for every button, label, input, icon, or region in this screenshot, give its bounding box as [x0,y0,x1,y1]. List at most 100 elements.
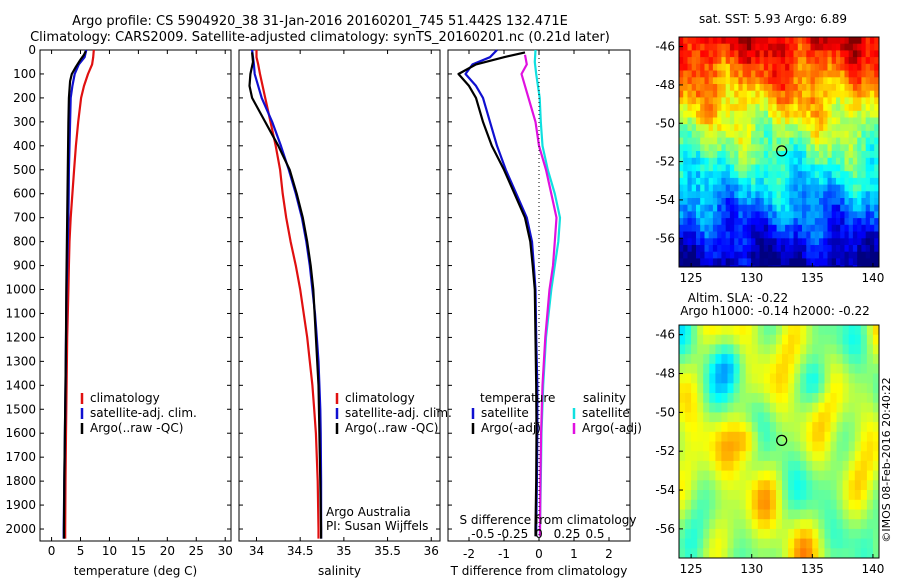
heatmap-cell [819,57,824,65]
heatmap-cell [836,97,841,105]
heatmap-cell [715,528,723,540]
heatmap-cell [806,363,813,375]
heatmap-cell [844,231,850,239]
heatmap-cell [869,63,875,72]
heatmap-cell [712,251,718,259]
heatmap-cell [797,151,803,159]
heatmap-cell [709,363,716,375]
heatmap-cell [840,70,845,78]
heatmap-cell [840,151,845,159]
heatmap-cell [683,130,688,139]
heatmap-cell [797,164,803,172]
heatmap-cell [734,110,739,119]
heatmap-cell [806,422,813,433]
heatmap-cell [703,509,710,520]
panel-temperature-xtick-label: 25 [189,544,204,558]
heatmap-cell [776,265,782,267]
heatmap-cell [823,50,828,58]
depth-tick-label: 1300 [5,354,36,368]
heatmap-cell [800,354,807,365]
heatmap-cell [776,258,782,266]
heatmap-cell [708,157,714,166]
heatmap-cell [785,198,790,206]
heatmap-cell [768,151,773,159]
heatmap-cell [739,519,747,530]
heatmap-cell [733,451,741,462]
heatmap-cell [687,144,693,152]
heatmap-cell [865,57,871,65]
heatmap-cell [848,441,856,452]
heatmap-cell [691,184,697,192]
heatmap-cell [780,130,786,139]
heatmap-cell [836,412,844,423]
heatmap-cell [814,97,820,105]
heatmap-cell [700,37,705,45]
heatmap-cell [865,251,871,259]
heatmap-cell [725,50,731,58]
heatmap-cell [802,70,807,78]
sst_map-xtick-label: 135 [801,271,824,285]
heatmap-cell [823,224,828,233]
heatmap-cell [768,144,773,152]
heatmap-cell [703,548,710,558]
heatmap-cell [721,84,727,92]
heatmap-cell [768,110,773,119]
heatmap-cell [691,470,698,481]
heatmap-cell [708,63,714,72]
heatmap-cell [751,157,756,166]
heatmap-cell [836,50,841,58]
heatmap-cell [836,184,841,192]
heatmap-cell [814,204,820,212]
heatmap-cell [725,130,731,139]
heatmap-cell [797,204,803,212]
heatmap-cell [691,157,697,166]
heatmap-cell [844,97,850,105]
heatmap-cell [857,130,862,139]
heatmap-cell [861,110,867,119]
heatmap-cell [763,460,771,472]
heatmap-cell [721,218,727,226]
heatmap-cell [776,57,782,65]
heatmap-cell [780,137,786,145]
heatmap-cell [861,231,867,239]
heatmap-cell [865,258,871,266]
heatmap-cell [793,124,799,132]
heatmap-cell [715,325,723,336]
heatmap-cell [836,441,844,452]
heatmap-cell [729,84,735,92]
heatmap-cell [780,57,786,65]
heatmap-cell [712,84,718,92]
heatmap-cell [721,110,727,119]
heatmap-cell [759,144,765,152]
heatmap-cell [696,198,701,206]
heatmap-cell [872,441,879,452]
heatmap-cell [800,441,807,452]
heatmap-cell [715,373,723,384]
heatmap-cell [810,130,816,139]
heatmap-cell [869,37,875,45]
heatmap-cell [865,238,871,246]
heatmap-cell [683,77,688,85]
heatmap-cell [763,151,769,159]
heatmap-cell [818,373,826,384]
heatmap-cell [763,548,771,558]
heatmap-cell [874,251,879,259]
heatmap-cell [852,130,858,139]
heatmap-cell [721,363,729,375]
heatmap-cell [861,251,867,259]
heatmap-cell [691,431,698,443]
heatmap-cell [697,470,704,481]
heatmap-cell [836,204,841,212]
heatmap-cell [857,104,862,112]
heatmap-cell [757,538,765,549]
heatmap-cell [712,57,718,65]
heatmap-cell [852,117,858,125]
heatmap-cell [691,84,697,92]
heatmap-cell [679,251,684,259]
heatmap-cell [852,251,858,259]
heatmap-cell [715,412,723,423]
heatmap-cell [725,191,731,199]
heatmap-cell [872,538,879,549]
heatmap-cell [823,184,828,192]
heatmap-cell [729,245,735,253]
